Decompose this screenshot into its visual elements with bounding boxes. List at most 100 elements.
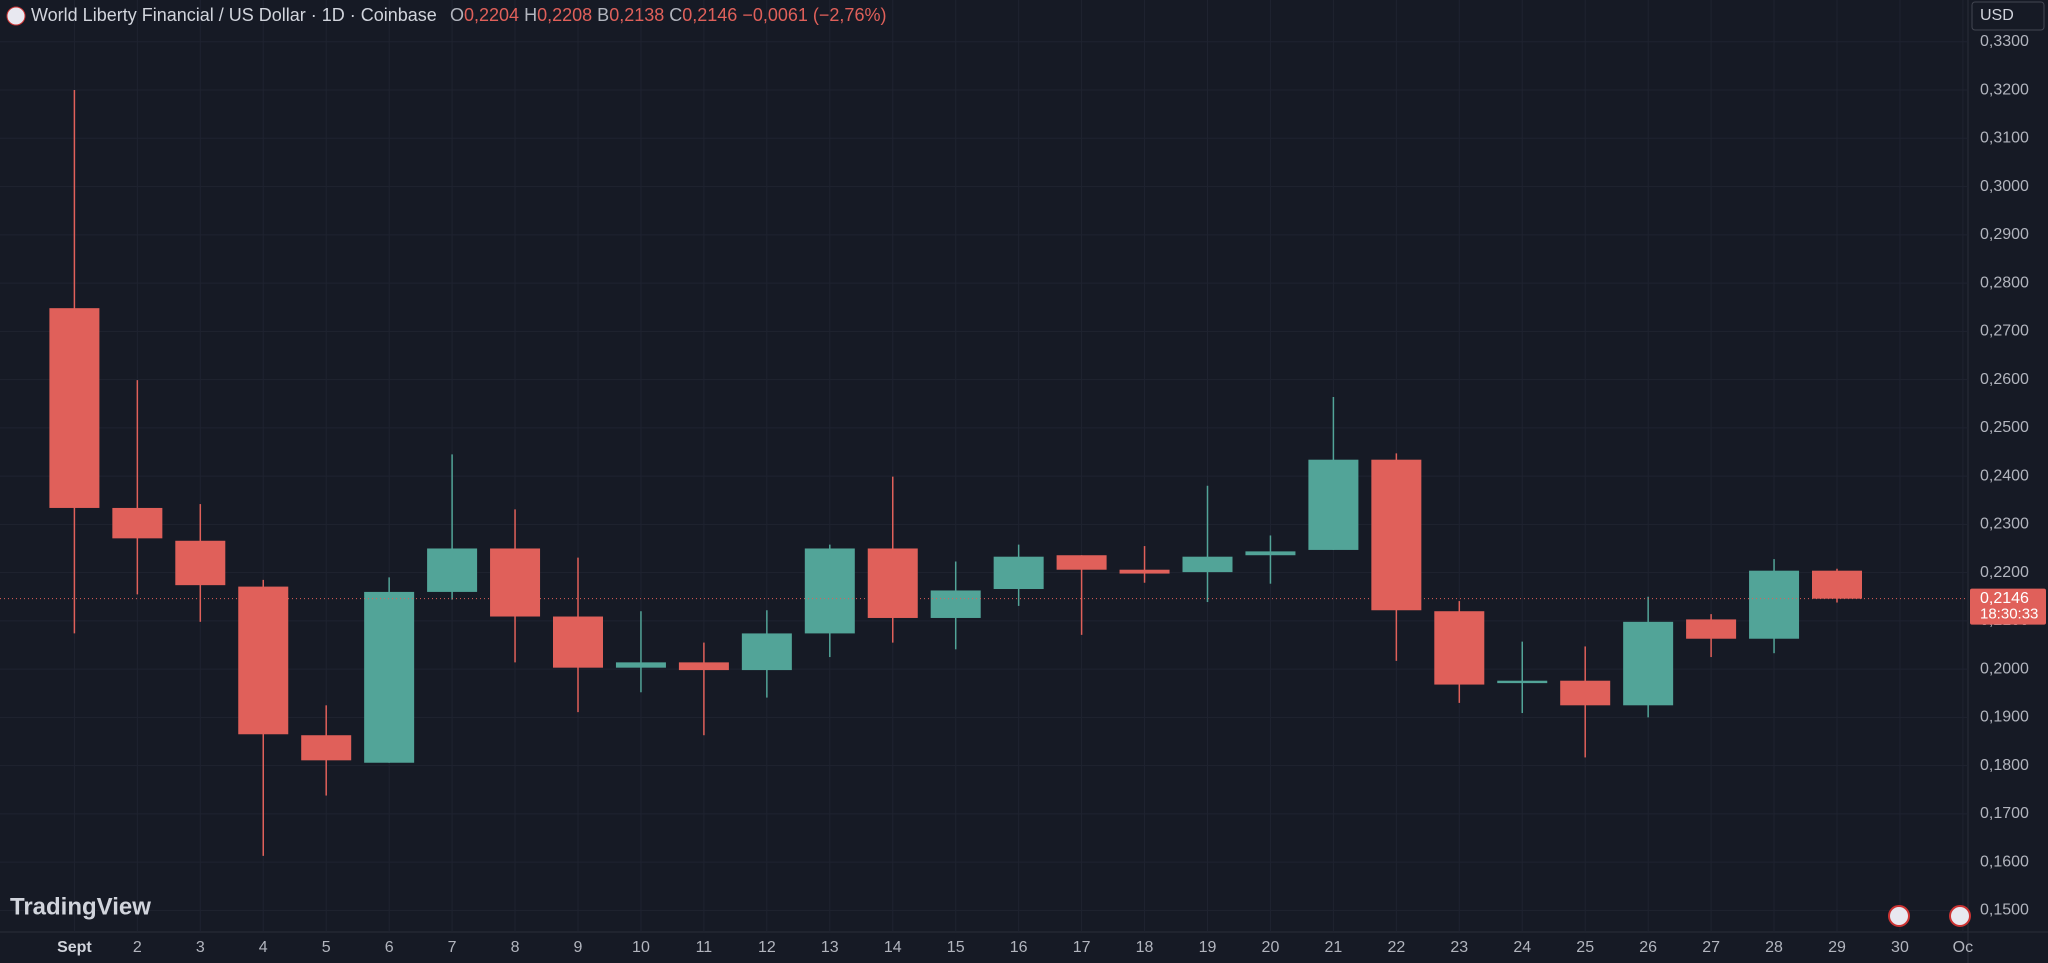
x-tick-label: 23 [1450, 939, 1468, 956]
last-price-label: 0,2146 [1980, 590, 2029, 607]
y-tick-label: 0,1900 [1980, 709, 2029, 726]
grid [0, 0, 1968, 932]
candle-body [1245, 551, 1296, 556]
x-tick-label: 29 [1828, 939, 1846, 956]
candle-body [1623, 621, 1674, 706]
x-tick-label: 19 [1199, 939, 1217, 956]
candle-body [112, 507, 163, 539]
x-tick-label: 6 [385, 939, 394, 956]
x-tick-label: 7 [448, 939, 457, 956]
y-tick-label: 0,3200 [1980, 81, 2029, 98]
c-value: 0,2146 [682, 5, 737, 25]
candle-body [867, 548, 918, 618]
x-tick-label: 4 [259, 939, 268, 956]
x-tick-label: 2 [133, 939, 142, 956]
candle-body [1371, 459, 1422, 611]
candle-body [678, 662, 729, 671]
x-tick-label: 18 [1136, 939, 1154, 956]
candle-body [930, 590, 981, 618]
candle-body [1749, 570, 1800, 639]
x-tick-label: 10 [632, 939, 650, 956]
y-tick-label: 0,1500 [1980, 902, 2029, 919]
candle-body [1434, 611, 1485, 685]
candle-body [238, 586, 289, 735]
countdown: 18:30:33 [1980, 606, 2038, 623]
candle-body [1497, 680, 1548, 684]
x-tick-label: 9 [574, 939, 583, 956]
candle-body [49, 308, 100, 508]
candle-body [490, 548, 541, 617]
y-tick-label: 0,1600 [1980, 853, 2029, 870]
x-tick-label: 30 [1891, 939, 1909, 956]
l-key: B [597, 5, 609, 25]
x-tick-label: Sept [57, 939, 92, 956]
o-key: O [450, 5, 464, 25]
x-tick-label: 5 [322, 939, 331, 956]
h-key: H [524, 5, 537, 25]
x-tick-label: 12 [758, 939, 776, 956]
o-value: 0,2204 [464, 5, 519, 25]
x-tick-label: 24 [1513, 939, 1531, 956]
x-tick-label: 8 [511, 939, 520, 956]
flag-icon [6, 6, 26, 26]
candle-body [1182, 556, 1233, 573]
candle-body [615, 662, 666, 668]
candle-body [993, 556, 1044, 590]
currency: USD [1980, 7, 2014, 24]
x-tick-label: 3 [196, 939, 205, 956]
x-tick-label: Oc [1953, 939, 1973, 956]
y-tick-label: 0,2200 [1980, 564, 2029, 581]
candle-body [1686, 619, 1737, 639]
candle-body [1560, 680, 1611, 706]
ohlc: O0,2204 H0,2208 B0,2138 C0,2146 −0,0061 … [450, 5, 886, 25]
candle-body [364, 591, 415, 763]
y-tick-label: 0,2300 [1980, 516, 2029, 533]
y-tick-label: 0,2600 [1980, 371, 2029, 388]
x-tick-label: 21 [1325, 939, 1343, 956]
candle-body [1308, 459, 1359, 550]
logo: TradingView [10, 893, 151, 920]
x-tick-label: 26 [1639, 939, 1657, 956]
y-tick-label: 0,3300 [1980, 33, 2029, 50]
marks [0, 90, 1968, 856]
y-tick-label: 0,2800 [1980, 274, 2029, 291]
candle-body [1056, 555, 1107, 570]
symbol-title: World Liberty Financial / US Dollar · 1D… [31, 5, 437, 25]
y-tick-label: 0,3000 [1980, 178, 2029, 195]
candle-body [427, 548, 478, 592]
candle-body [1812, 570, 1862, 599]
x-tick-label: 20 [1262, 939, 1280, 956]
y-tick-label: 0,1700 [1980, 805, 2029, 822]
candle-body [175, 540, 226, 586]
currency-button[interactable] [1971, 1, 2045, 31]
candle-body [1119, 569, 1170, 574]
x-tick-label: 14 [884, 939, 902, 956]
y-tick-label: 0,2900 [1980, 226, 2029, 243]
candle-body [804, 548, 855, 634]
candle-body [741, 633, 792, 671]
x-tick-label: 13 [821, 939, 839, 956]
candle-body [301, 735, 352, 761]
h-value: 0,2208 [537, 5, 592, 25]
y-tick-label: 0,2000 [1980, 660, 2029, 677]
change: −0,0061 (−2,76%) [742, 5, 886, 25]
l-value: 0,2138 [609, 5, 664, 25]
x-tick-label: 17 [1073, 939, 1091, 956]
candle-body [553, 616, 603, 668]
event-icon [1888, 905, 1910, 927]
x-tick-label: 16 [1010, 939, 1028, 956]
last-price-box [1970, 588, 2046, 625]
y-tick-label: 0,2700 [1980, 323, 2029, 340]
y-tick-label: 0,3100 [1980, 130, 2029, 147]
x-tick-label: 25 [1576, 939, 1594, 956]
event-icon [1949, 905, 1971, 927]
x-tick-label: 15 [947, 939, 965, 956]
x-tick-label: 28 [1765, 939, 1783, 956]
y-tick-label: 0,1800 [1980, 757, 2029, 774]
y-tick-label: 0,2400 [1980, 467, 2029, 484]
x-tick-label: 11 [696, 939, 713, 956]
c-key: C [669, 5, 682, 25]
x-tick-label: 27 [1702, 939, 1720, 956]
